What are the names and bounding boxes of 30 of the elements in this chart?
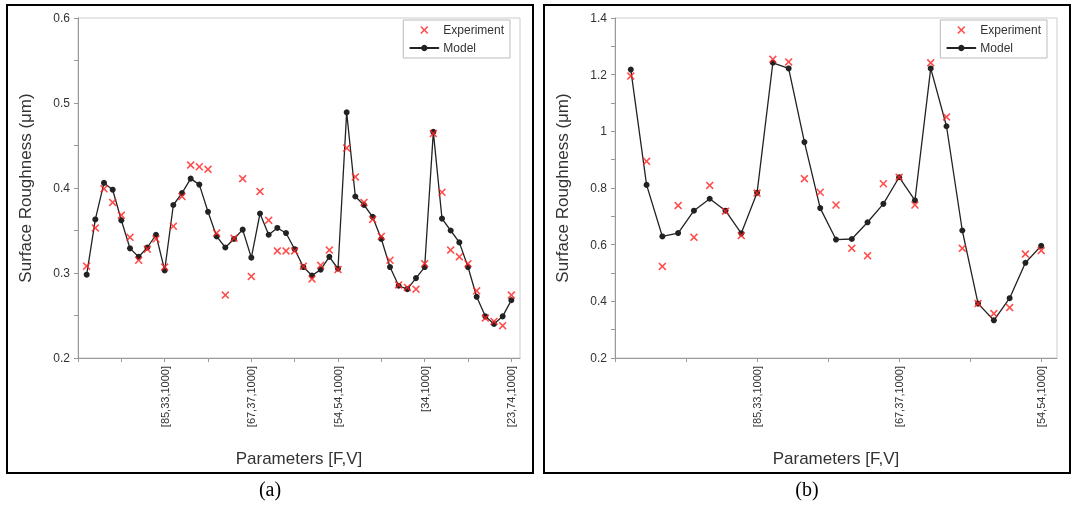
legend-label: Experiment — [443, 23, 505, 37]
y-tick-label: 0.2 — [53, 351, 71, 365]
y-tick-label: 0.6 — [53, 11, 71, 25]
text: (a) — [257, 478, 283, 501]
legend-label: Model — [443, 41, 476, 55]
y-tick-label: 0.5 — [53, 96, 71, 110]
x-axis-title: Parameters [F,V] — [772, 449, 900, 468]
y-tick-label: 0.4 — [53, 181, 71, 195]
y-tick-label: 1.4 — [590, 11, 608, 25]
legend-label: Experiment — [980, 23, 1042, 37]
text: (b) — [794, 478, 820, 501]
y-tick-label: 0.6 — [590, 237, 608, 252]
x-tick-label: [67,37,1000] — [245, 366, 258, 428]
y-tick-label: 0.8 — [590, 181, 608, 195]
x-tick-label: [67,37,1000] — [893, 366, 906, 428]
y-tick-label: 1 — [600, 124, 608, 139]
x-tick-label: [85,33,1000] — [158, 366, 171, 428]
x-tick-label: [54,54,1000] — [1035, 366, 1048, 428]
y-tick-label: 0.2 — [590, 351, 608, 365]
x-axis-title: Parameters [F,V] — [235, 449, 363, 468]
y-tick-label: 0.4 — [590, 294, 608, 309]
y-axis-title: Surface Roughness (μm) — [16, 93, 35, 283]
x-tick-label: [85,33,1000] — [751, 366, 764, 428]
y-axis-title: Surface Roughness (μm) — [553, 93, 572, 283]
x-tick-label: [54,54,1000] — [332, 366, 344, 428]
x-tick-label: [34,1000] — [418, 366, 431, 412]
y-tick-label: 1.2 — [590, 67, 608, 82]
x-tick-label: [23,74,1000] — [505, 366, 518, 428]
y-tick-label: 0.3 — [53, 266, 71, 280]
legend-label: Model — [980, 41, 1013, 55]
